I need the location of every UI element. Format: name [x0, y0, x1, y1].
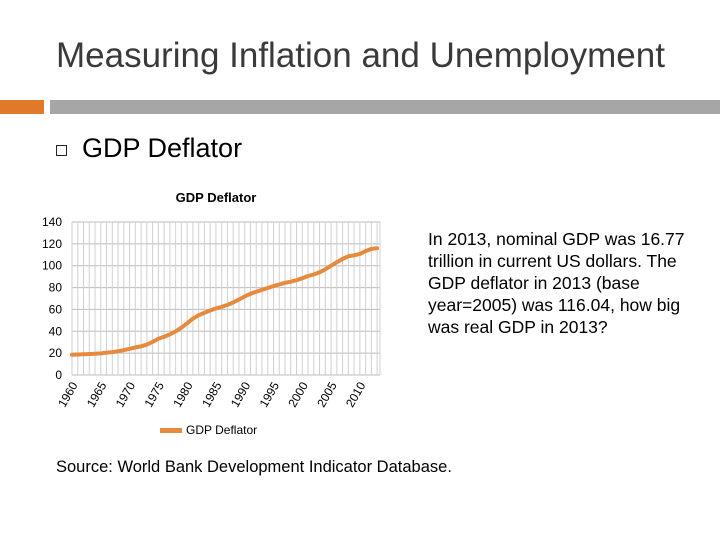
- x-tick-label: 1995: [257, 379, 283, 409]
- accent-bar-orange: [0, 100, 44, 114]
- y-tick-label: 60: [49, 302, 63, 316]
- y-tick-label: 120: [42, 237, 62, 251]
- y-tick-label: 0: [55, 368, 62, 382]
- x-tick-label: 1975: [141, 379, 167, 409]
- y-tick-label: 80: [49, 281, 63, 295]
- x-tick-label: 1960: [55, 379, 81, 409]
- source-note: Source: World Bank Development Indicator…: [56, 458, 452, 476]
- series-line-gdp-deflator: [70, 246, 380, 357]
- x-tick-label: 1985: [199, 379, 225, 409]
- y-tick-label: 40: [49, 324, 63, 338]
- chart-title: GDP Deflator: [176, 190, 257, 205]
- x-tick-label: 2010: [343, 379, 369, 409]
- y-tick-label: 140: [42, 215, 62, 229]
- square-bullet-icon: [56, 145, 67, 156]
- y-tick-label: 100: [42, 259, 62, 273]
- question-text: In 2013, nominal GDP was 16.77 trillion …: [428, 229, 685, 337]
- x-tick-label: 1990: [228, 379, 254, 409]
- x-tick-label: 1970: [113, 379, 139, 409]
- x-tick-label: 2000: [285, 379, 311, 409]
- y-tick-label: 20: [49, 346, 63, 360]
- x-tick-label: 1965: [84, 379, 110, 409]
- legend-label: GDP Deflator: [186, 423, 257, 437]
- slide-title: Measuring Inflation and Unemployment: [56, 36, 665, 75]
- accent-bar-gray: [50, 100, 720, 114]
- x-tick-label: 2005: [314, 379, 340, 409]
- x-tick-label: 1980: [170, 379, 196, 409]
- bullet-text: GDP Deflator: [82, 133, 243, 163]
- legend-swatch: [160, 428, 182, 433]
